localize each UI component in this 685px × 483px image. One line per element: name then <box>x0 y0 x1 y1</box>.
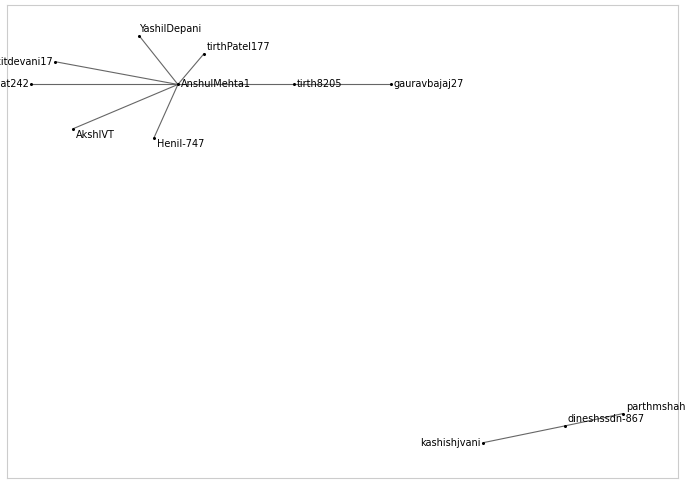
Text: ankitdevani17: ankitdevani17 <box>0 57 53 67</box>
Text: HeniI-747: HeniI-747 <box>157 139 204 149</box>
Text: kashishjvani: kashishjvani <box>420 438 481 448</box>
Text: tirth8205: tirth8205 <box>297 80 342 89</box>
Text: tirthPatel177: tirthPatel177 <box>206 42 270 52</box>
Text: AnshulMehta1: AnshulMehta1 <box>180 80 251 89</box>
Text: neelpopat242: neelpopat242 <box>0 80 29 89</box>
Text: gauravbajaj27: gauravbajaj27 <box>393 80 464 89</box>
Text: YashilDepani: YashilDepani <box>139 24 201 34</box>
Text: dineshssdn-867: dineshssdn-867 <box>568 414 645 425</box>
Text: parthmshah1302: parthmshah1302 <box>626 402 685 412</box>
Text: AkshlVT: AkshlVT <box>76 130 115 140</box>
